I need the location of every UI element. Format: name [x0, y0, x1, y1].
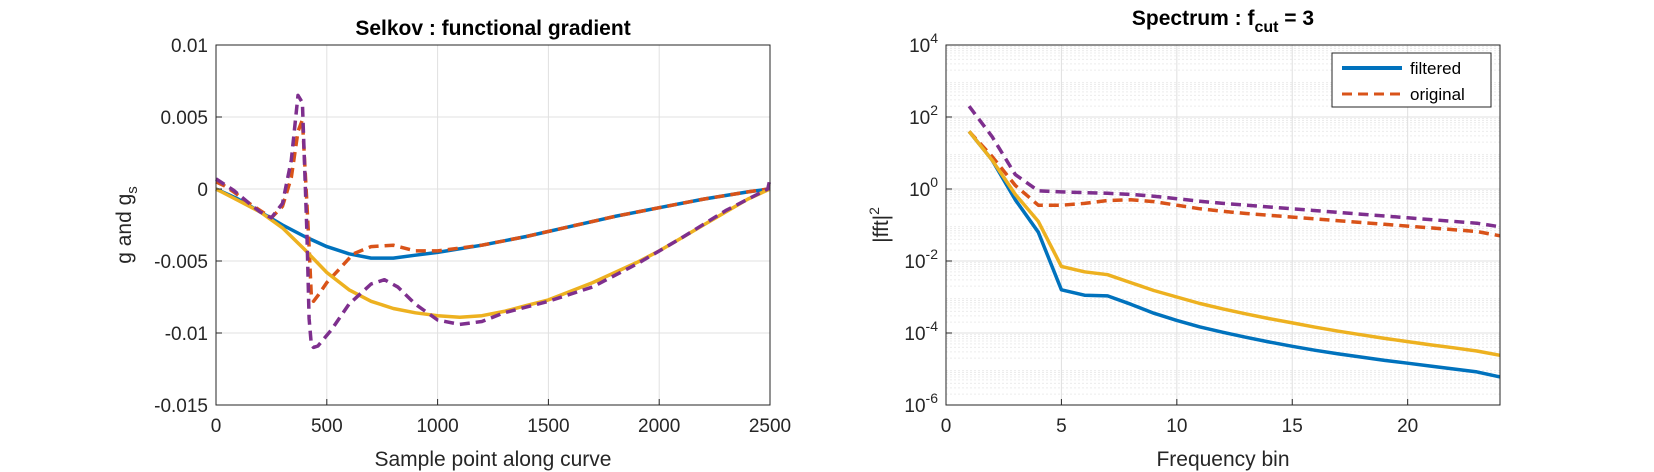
y-tick-label: -0.01 — [165, 324, 208, 345]
spectrum-y-label-superscript: 2 — [866, 207, 882, 215]
spectrum-plot: 0 5 10 15 20 104 102 100 10-2 10-4 10-6 Spectrum :… — [866, 7, 1501, 471]
spectrum-title-main: Spectrum : f — [1132, 7, 1256, 30]
spectrum-series-line-purple — [967, 105, 1501, 229]
spectrum-series-line-blue — [967, 130, 1501, 379]
spectrum-y-axis-label: |fft|2 — [866, 207, 893, 243]
y-tick-label: 0 — [197, 180, 208, 201]
x-tick-label: 20 — [1397, 416, 1418, 437]
spectrum-legend: filtered original — [1331, 52, 1492, 108]
x-tick-label: 1000 — [416, 416, 458, 437]
x-tick-label: 15 — [1282, 416, 1303, 437]
gradient-y-axis-label: g and gs — [113, 186, 141, 264]
spectrum-x-axis-label: Frequency bin — [1156, 448, 1289, 471]
x-tick-label: 10 — [1166, 416, 1187, 437]
x-tick-label: 2000 — [638, 416, 680, 437]
gradient-plot-frame — [215, 44, 771, 406]
spectrum-y-label-main: |fft| — [870, 215, 893, 243]
spectrum-series — [967, 105, 1501, 379]
spectrum-plot-frame — [945, 44, 1501, 406]
y-tick-label: -0.005 — [154, 252, 208, 273]
legend-box — [1331, 52, 1492, 108]
gradient-y-label-main: g and g — [113, 194, 136, 264]
spectrum-title-suffix: = 3 — [1278, 7, 1314, 30]
legend-label-filtered: filtered — [1410, 59, 1461, 78]
y-tick-label: 0.01 — [171, 36, 208, 57]
y-tick-label: 102 — [909, 102, 938, 129]
gradient-grid — [215, 44, 771, 406]
gradient-plot: 0 500 1000 1500 2000 2500 0.01 0.005 0 -0.005 -0.0… — [113, 17, 791, 471]
x-tick-label: 500 — [311, 416, 343, 437]
legend-label-original: original — [1410, 85, 1465, 104]
gradient-ticks: 0 500 1000 1500 2000 2500 0.01 0.005 0 -0.005 -0.0… — [154, 36, 791, 437]
gradient-series — [215, 93, 772, 350]
spectrum-series-line-yellow — [967, 130, 1501, 358]
x-tick-label: 2500 — [749, 416, 791, 437]
y-tick-label: -0.015 — [154, 396, 208, 417]
x-tick-label: 5 — [1056, 416, 1067, 437]
gradient-x-axis-label: Sample point along curve — [375, 448, 612, 471]
gradient-y-label-subscript: s — [124, 186, 141, 194]
spectrum-series-line-orange — [967, 130, 1501, 238]
x-tick-label: 0 — [941, 416, 952, 437]
y-tick-label: 10-6 — [904, 390, 938, 417]
spectrum-title-subscript: cut — [1254, 19, 1279, 36]
spectrum-ticks: 0 5 10 15 20 104 102 100 10-2 10-4 10-6 — [904, 30, 1418, 437]
spectrum-plot-title: Spectrum : fcut = 3 — [1132, 7, 1314, 36]
x-tick-label: 0 — [211, 416, 222, 437]
y-tick-label: 100 — [909, 174, 938, 201]
y-tick-label: 0.005 — [160, 108, 208, 129]
x-tick-label: 1500 — [527, 416, 569, 437]
y-tick-label: 104 — [909, 30, 938, 57]
y-tick-label: 10-4 — [904, 318, 938, 345]
y-tick-label: 10-2 — [904, 246, 938, 273]
series-line-purple — [215, 93, 772, 350]
gradient-plot-title: Selkov : functional gradient — [355, 17, 630, 40]
